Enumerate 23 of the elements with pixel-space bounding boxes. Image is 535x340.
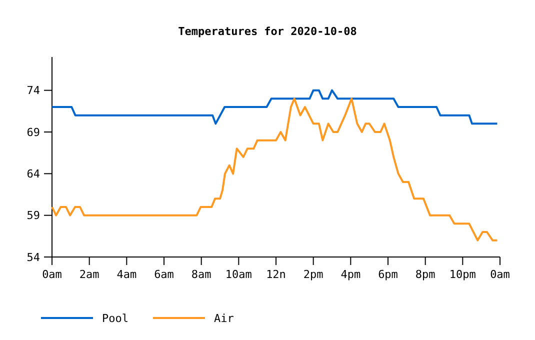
legend-label: Pool: [102, 312, 128, 325]
y-tick-label: 69: [26, 126, 40, 139]
x-tick-label: 12n: [266, 268, 286, 281]
x-tick-label: 8am: [191, 268, 212, 281]
x-tick-label: 2am: [79, 268, 100, 281]
x-tick-label: 4pm: [340, 268, 361, 281]
y-tick-label: 74: [26, 84, 40, 98]
y-tick-label: 64: [26, 168, 40, 181]
y-tick-label: 54: [26, 250, 40, 264]
x-tick-label: 2pm: [303, 268, 324, 281]
line-series: [51, 89, 498, 125]
x-tick-label: 0am: [42, 268, 62, 281]
x-tick-label: 10am: [225, 268, 252, 281]
y-tick-label: 59: [26, 209, 40, 222]
x-tick-label: 8pm: [415, 268, 436, 281]
x-tick-label: 4am: [116, 268, 137, 281]
x-tick-label: 10pm: [449, 268, 476, 281]
line-series: [51, 98, 498, 242]
legend-label: Air: [214, 312, 234, 325]
chart-title: Temperatures for 2020-10-08: [178, 25, 357, 38]
x-tick-label: 6pm: [378, 268, 398, 281]
x-tick-label: 0am: [490, 268, 510, 281]
x-tick-label: 6am: [154, 268, 174, 281]
